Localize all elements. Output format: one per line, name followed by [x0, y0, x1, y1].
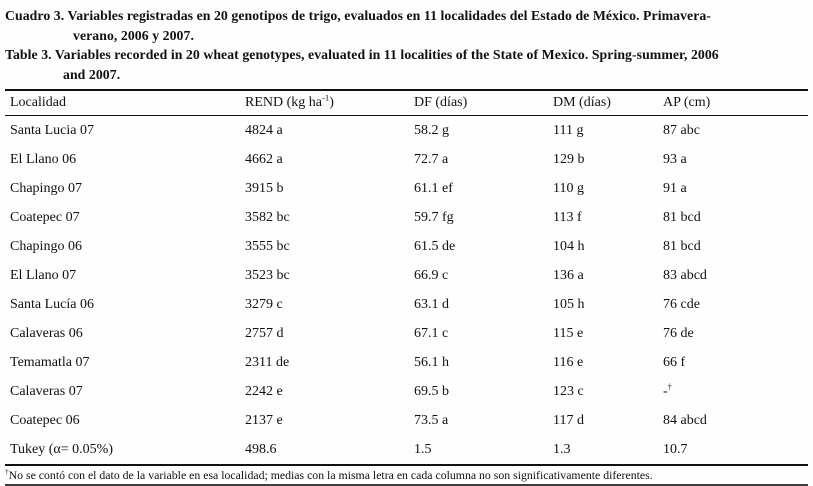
table-cell: 129 b — [553, 151, 585, 167]
table-cell: 110 g — [553, 180, 584, 196]
table-cell: 59.7 fg — [414, 209, 454, 225]
table-cell: Coatepec 06 — [10, 412, 80, 428]
caption-spanish-line2: verano, 2006 y 2007. — [73, 27, 194, 43]
table-cell: 87 abc — [663, 122, 700, 138]
table-cell: 498.6 — [245, 441, 277, 457]
table-cell: 66.9 c — [414, 267, 449, 283]
column-header-5: AP (cm) — [663, 90, 808, 116]
caption-spanish-line1: Cuadro 3. Variables registradas en 20 ge… — [5, 8, 711, 23]
column-header-2: REND (kg ha-1) — [245, 90, 414, 116]
table-body: Santa Lucia 07 4824 a 58.2 g 111 g 87 abc El … — [5, 116, 808, 466]
table-cell: 61.1 ef — [414, 180, 453, 196]
table-cell: 105 h — [553, 296, 585, 312]
table-cell: 3582 bc — [245, 209, 290, 225]
table-cell: Calaveras 07 — [10, 383, 83, 399]
caption-english: Table 3. Variables recorded in 20 wheat … — [5, 45, 808, 84]
footnote-text: No se contó con el dato de la variable e… — [8, 468, 653, 482]
table-cell: Tukey (α= 0.05%) — [10, 441, 113, 457]
table-row: Temamatla 07 2311 de 56.1 h 116 e 66 f — [5, 348, 808, 377]
table-cell: 113 f — [553, 209, 582, 225]
table-cell: Santa Lucía 06 — [10, 296, 94, 312]
table-cell: 56.1 h — [414, 354, 449, 370]
table-cell: -† — [663, 380, 673, 399]
table-cell: 1.3 — [553, 441, 571, 457]
table-cell: 83 abcd — [663, 267, 707, 283]
table-row: Chapingo 06 3555 bc 61.5 de 104 h 81 bcd — [5, 232, 808, 261]
table-cell: 4662 a — [245, 151, 283, 167]
table-row: Calaveras 07 2242 e 69.5 b 123 c -† — [5, 377, 808, 406]
table-cell: 63.1 d — [414, 296, 449, 312]
table-header-row: Localidad REND (kg ha-1) DF (días) DM (días… — [5, 90, 808, 116]
table-cell: Temamatla 07 — [10, 354, 90, 370]
column-header-1: Localidad — [5, 90, 245, 116]
caption-spanish: Cuadro 3. Variables registradas en 20 ge… — [5, 6, 808, 45]
footnote: †No se contó con el dato de la variable … — [5, 466, 808, 486]
table-cell: 76 de — [663, 325, 694, 341]
table-row: El Llano 06 4662 a 72.7 a 129 b 93 a — [5, 145, 808, 174]
table-cell: 81 bcd — [663, 238, 701, 254]
table-cell: 73.5 a — [414, 412, 449, 428]
table-cell: 1.5 — [414, 441, 432, 457]
table-cell: 2242 e — [245, 383, 283, 399]
table-cell: 117 d — [553, 412, 584, 428]
table-cell: Calaveras 06 — [10, 325, 83, 341]
table-row: El Llano 07 3523 bc 66.9 c 136 a 83 abcd — [5, 261, 808, 290]
table-cell: 58.2 g — [414, 122, 449, 138]
table-cell: 2311 de — [245, 354, 290, 370]
table-cell: 4824 a — [245, 122, 283, 138]
table-cell: 136 a — [553, 267, 584, 283]
table-cell: 115 e — [553, 325, 584, 341]
table-cell: 3279 c — [245, 296, 283, 312]
table-cell: 67.1 c — [414, 325, 449, 341]
table-cell: Chapingo 06 — [10, 238, 82, 254]
table-cell: Chapingo 07 — [10, 180, 82, 196]
table-cell: 104 h — [553, 238, 585, 254]
column-header-4: DM (días) — [553, 90, 663, 116]
table-cell: Santa Lucia 07 — [10, 122, 94, 138]
results-table: Localidad REND (kg ha-1) DF (días) DM (días… — [5, 89, 808, 466]
table-cell: 3915 b — [245, 180, 284, 196]
table-cell: 111 g — [553, 122, 584, 138]
column-header-3: DF (días) — [414, 90, 553, 116]
caption-english-line2: and 2007. — [63, 66, 121, 82]
table-cell: 3555 bc — [245, 238, 290, 254]
table-cell: 116 e — [553, 354, 584, 370]
table-cell: 10.7 — [663, 441, 688, 457]
table-cell: 91 a — [663, 180, 687, 196]
caption-english-line1: Table 3. Variables recorded in 20 wheat … — [5, 47, 719, 62]
table-cell: El Llano 06 — [10, 151, 77, 167]
table-row: Coatepec 07 3582 bc 59.7 fg 113 f 81 bcd — [5, 203, 808, 232]
footnote-dagger-marker: † — [5, 467, 9, 477]
table-row: Tukey (α= 0.05%) 498.6 1.5 1.3 10.7 — [5, 435, 808, 465]
superscript: † — [667, 380, 673, 391]
table-cell: El Llano 07 — [10, 267, 77, 283]
table-row: Coatepec 06 2137 e 73.5 a 117 d 84 abcd — [5, 406, 808, 435]
table-row: Calaveras 06 2757 d 67.1 c 115 e 76 de — [5, 319, 808, 348]
table-cell: 66 f — [663, 354, 686, 370]
table-cell: Coatepec 07 — [10, 209, 80, 225]
table-cell: 2757 d — [245, 325, 284, 341]
table-cell: 81 bcd — [663, 209, 701, 225]
table-cell: 69.5 b — [414, 383, 449, 399]
table-row: Santa Lucia 07 4824 a 58.2 g 111 g 87 abc — [5, 116, 808, 146]
table-cell: 2137 e — [245, 412, 283, 428]
table-cell: 72.7 a — [414, 151, 449, 167]
superscript: -1 — [322, 92, 330, 103]
table-cell: 76 cde — [663, 296, 700, 312]
table-row: Chapingo 07 3915 b 61.1 ef 110 g 91 a — [5, 174, 808, 203]
table-cell: 123 c — [553, 383, 584, 399]
table-cell: 61.5 de — [414, 238, 456, 254]
table-cell: 84 abcd — [663, 412, 707, 428]
table-row: Santa Lucía 06 3279 c 63.1 d 105 h 76 cde — [5, 290, 808, 319]
table-cell: 93 a — [663, 151, 687, 167]
table-cell: 3523 bc — [245, 267, 290, 283]
